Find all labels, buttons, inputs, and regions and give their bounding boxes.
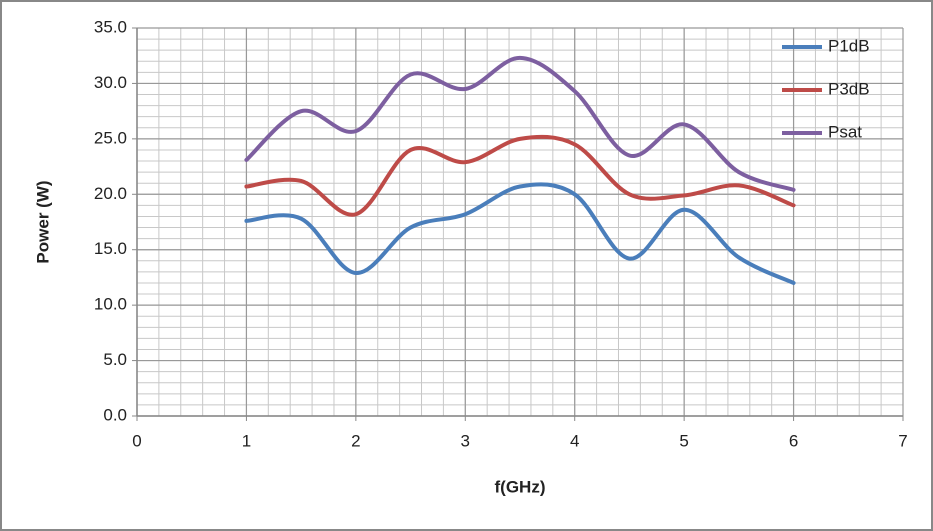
- x-tick-label: 1: [242, 431, 251, 450]
- y-tick-label: 10.0: [94, 295, 127, 314]
- y-tick-label: 15.0: [94, 239, 127, 258]
- y-tick-label: 0.0: [103, 405, 127, 424]
- series-line: [244, 55, 796, 192]
- y-tick-label: 35.0: [94, 17, 127, 36]
- y-tick-label: 5.0: [103, 350, 127, 369]
- x-tick-label: 4: [570, 431, 579, 450]
- series-line: [244, 182, 796, 285]
- x-tick-label: 6: [789, 431, 798, 450]
- x-tick-label: 2: [351, 431, 360, 450]
- x-axis-label: f(GHz): [495, 477, 546, 496]
- x-tick-label: 3: [461, 431, 470, 450]
- y-tick-label: 30.0: [94, 73, 127, 92]
- y-tick-label: 20.0: [94, 184, 127, 203]
- series-line: [244, 134, 796, 217]
- x-tick-label: 5: [679, 431, 688, 450]
- legend-label: P3dB: [828, 79, 870, 98]
- x-tick-label: 7: [898, 431, 907, 450]
- legend-label: P1dB: [828, 36, 870, 55]
- y-tick-label: 25.0: [94, 128, 127, 147]
- y-axis-label: Power (W): [33, 180, 52, 263]
- legend-label: Psat: [828, 122, 862, 141]
- x-tick-label: 0: [132, 431, 141, 450]
